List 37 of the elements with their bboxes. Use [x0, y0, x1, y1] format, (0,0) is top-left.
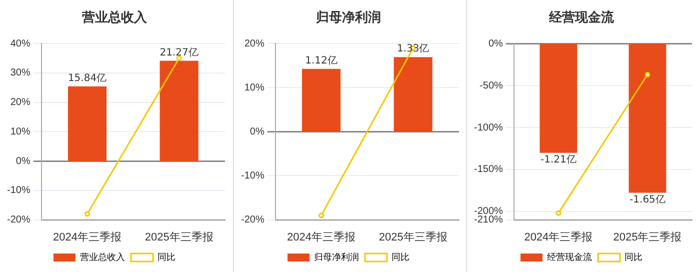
y-tick-label: 20% [244, 38, 264, 50]
y-tick-label: 20% [10, 97, 30, 108]
x-tick-label: 2024年三季报 [53, 230, 122, 244]
y-tick-label: -100% [474, 122, 504, 134]
x-tick-label: 2024年三季报 [524, 230, 593, 244]
y-tick-label: 0% [488, 38, 504, 50]
legend-label: 营业总收入 [80, 252, 125, 262]
y-tick-label: 10% [244, 82, 264, 94]
y-tick-label: 0% [250, 126, 264, 138]
x-tick-label: 2025年三季报 [378, 230, 448, 244]
y-tick-label: 40% [10, 38, 30, 50]
y-tick-label: 0% [16, 156, 30, 167]
y-tick-label: -150% [474, 164, 504, 176]
data-label: 1.12亿 [305, 55, 338, 66]
y-tick-label: 30% [10, 68, 30, 79]
x-tick-label: 2025年三季报 [613, 230, 682, 244]
x-tick-label: 2024年三季报 [287, 230, 356, 244]
legend-label: 同比 [624, 252, 642, 262]
x-tick-label: 2025年三季报 [144, 230, 214, 244]
chart-title: 经营现金流 [548, 9, 615, 24]
y-tick-label: -20% [240, 214, 264, 226]
legend-label: 归母净利润 [314, 252, 359, 262]
y-tick-label: -210% [474, 214, 504, 226]
data-label: -1.21亿 [540, 154, 576, 166]
y-tick-label: -10% [240, 170, 264, 182]
y-tick-label: -20% [6, 214, 30, 226]
data-label: 21.27亿 [160, 47, 198, 58]
chart-title: 营业总收入 [81, 9, 148, 24]
chart-title: 归母净利润 [315, 9, 381, 24]
y-tick-label: 10% [10, 126, 30, 138]
legend-label: 经营现金流 [547, 252, 592, 262]
data-label: 15.84亿 [68, 72, 107, 84]
y-tick-label: -50% [480, 80, 503, 92]
legend-label: 同比 [158, 252, 176, 262]
y-tick-label: -10% [6, 185, 30, 196]
legend-label: 同比 [392, 252, 410, 262]
data-label: -1.65亿 [630, 194, 666, 206]
